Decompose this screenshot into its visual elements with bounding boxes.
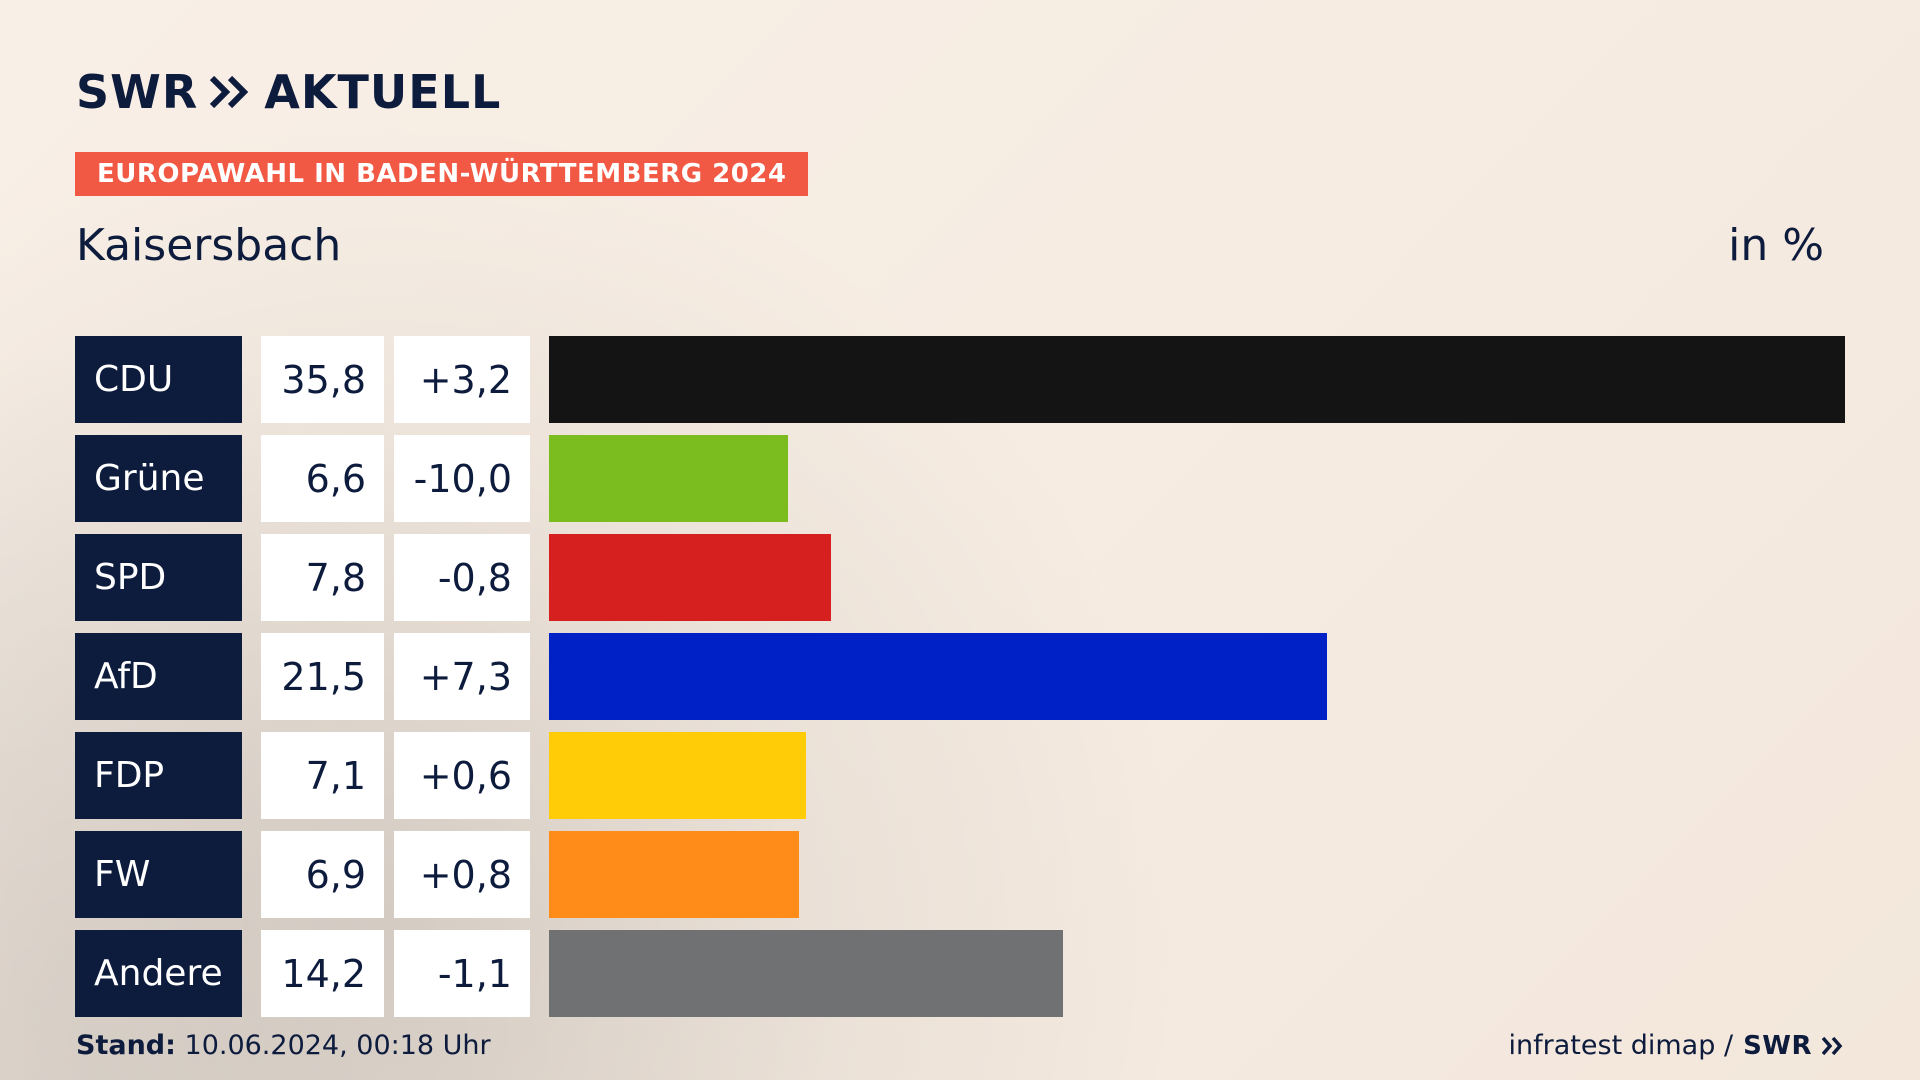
bar-track	[549, 633, 1845, 720]
logo-suffix: AKTUELL	[264, 65, 502, 119]
vote-share-label: 7,1	[261, 732, 384, 819]
change-label: -0,8	[394, 534, 530, 621]
change-label: +7,3	[394, 633, 530, 720]
results-chart: CDU 35,8 +3,2 Grüne 6,6 -10,0 SPD 7,8 -0,8 AfD 21,…	[75, 336, 1845, 1017]
vote-share-label: 7,8	[261, 534, 384, 621]
bar-track	[549, 534, 1845, 621]
result-row: FW 6,9 +0,8	[75, 831, 1845, 918]
vote-share-label: 21,5	[261, 633, 384, 720]
swr-aktuell-logo: SWR AKTUELL	[76, 68, 501, 116]
bar-track	[549, 435, 1845, 522]
double-chevron-icon-small	[1822, 1036, 1843, 1055]
bar	[549, 534, 831, 621]
stand-value: 10.06.2024, 00:18 Uhr	[184, 1030, 491, 1061]
result-row: SPD 7,8 -0,8	[75, 534, 1845, 621]
vote-share-label: 35,8	[261, 336, 384, 423]
stand-label: Stand:	[76, 1030, 176, 1061]
election-banner: EUROPAWAHL IN BADEN-WÜRTTEMBERG 2024	[75, 152, 809, 196]
vote-share-label: 6,6	[261, 435, 384, 522]
unit-label: in %	[1728, 220, 1824, 271]
bar-track	[549, 831, 1845, 918]
result-row: CDU 35,8 +3,2	[75, 336, 1845, 423]
double-chevron-icon	[210, 76, 249, 108]
bar	[549, 831, 799, 918]
change-label: +0,8	[394, 831, 530, 918]
result-row: Andere 14,2 -1,1	[75, 930, 1845, 1017]
bar	[549, 930, 1063, 1017]
change-label: -1,1	[394, 930, 530, 1017]
bar	[549, 633, 1327, 720]
source-brand: SWR	[1743, 1030, 1812, 1061]
bar	[549, 435, 788, 522]
party-label: FDP	[75, 732, 242, 819]
party-label: SPD	[75, 534, 242, 621]
vote-share-label: 6,9	[261, 831, 384, 918]
change-label: -10,0	[394, 435, 530, 522]
party-label: AfD	[75, 633, 242, 720]
result-row: AfD 21,5 +7,3	[75, 633, 1845, 720]
logo-brand: SWR	[76, 65, 199, 119]
bar	[549, 732, 806, 819]
bar-track	[549, 732, 1845, 819]
change-label: +3,2	[394, 336, 530, 423]
place-title: Kaisersbach	[76, 220, 342, 271]
bar-track	[549, 930, 1845, 1017]
party-label: Grüne	[75, 435, 242, 522]
result-row: FDP 7,1 +0,6	[75, 732, 1845, 819]
party-label: FW	[75, 831, 242, 918]
result-row: Grüne 6,6 -10,0	[75, 435, 1845, 522]
bar	[549, 336, 1845, 423]
party-label: Andere	[75, 930, 242, 1017]
bar-track	[549, 336, 1845, 423]
timestamp: Stand: 10.06.2024, 00:18 Uhr	[76, 1030, 491, 1061]
change-label: +0,6	[394, 732, 530, 819]
vote-share-label: 14,2	[261, 930, 384, 1017]
source-text: infratest dimap /	[1508, 1030, 1734, 1061]
party-label: CDU	[75, 336, 242, 423]
source-credit: infratest dimap / SWR	[1509, 1030, 1844, 1061]
